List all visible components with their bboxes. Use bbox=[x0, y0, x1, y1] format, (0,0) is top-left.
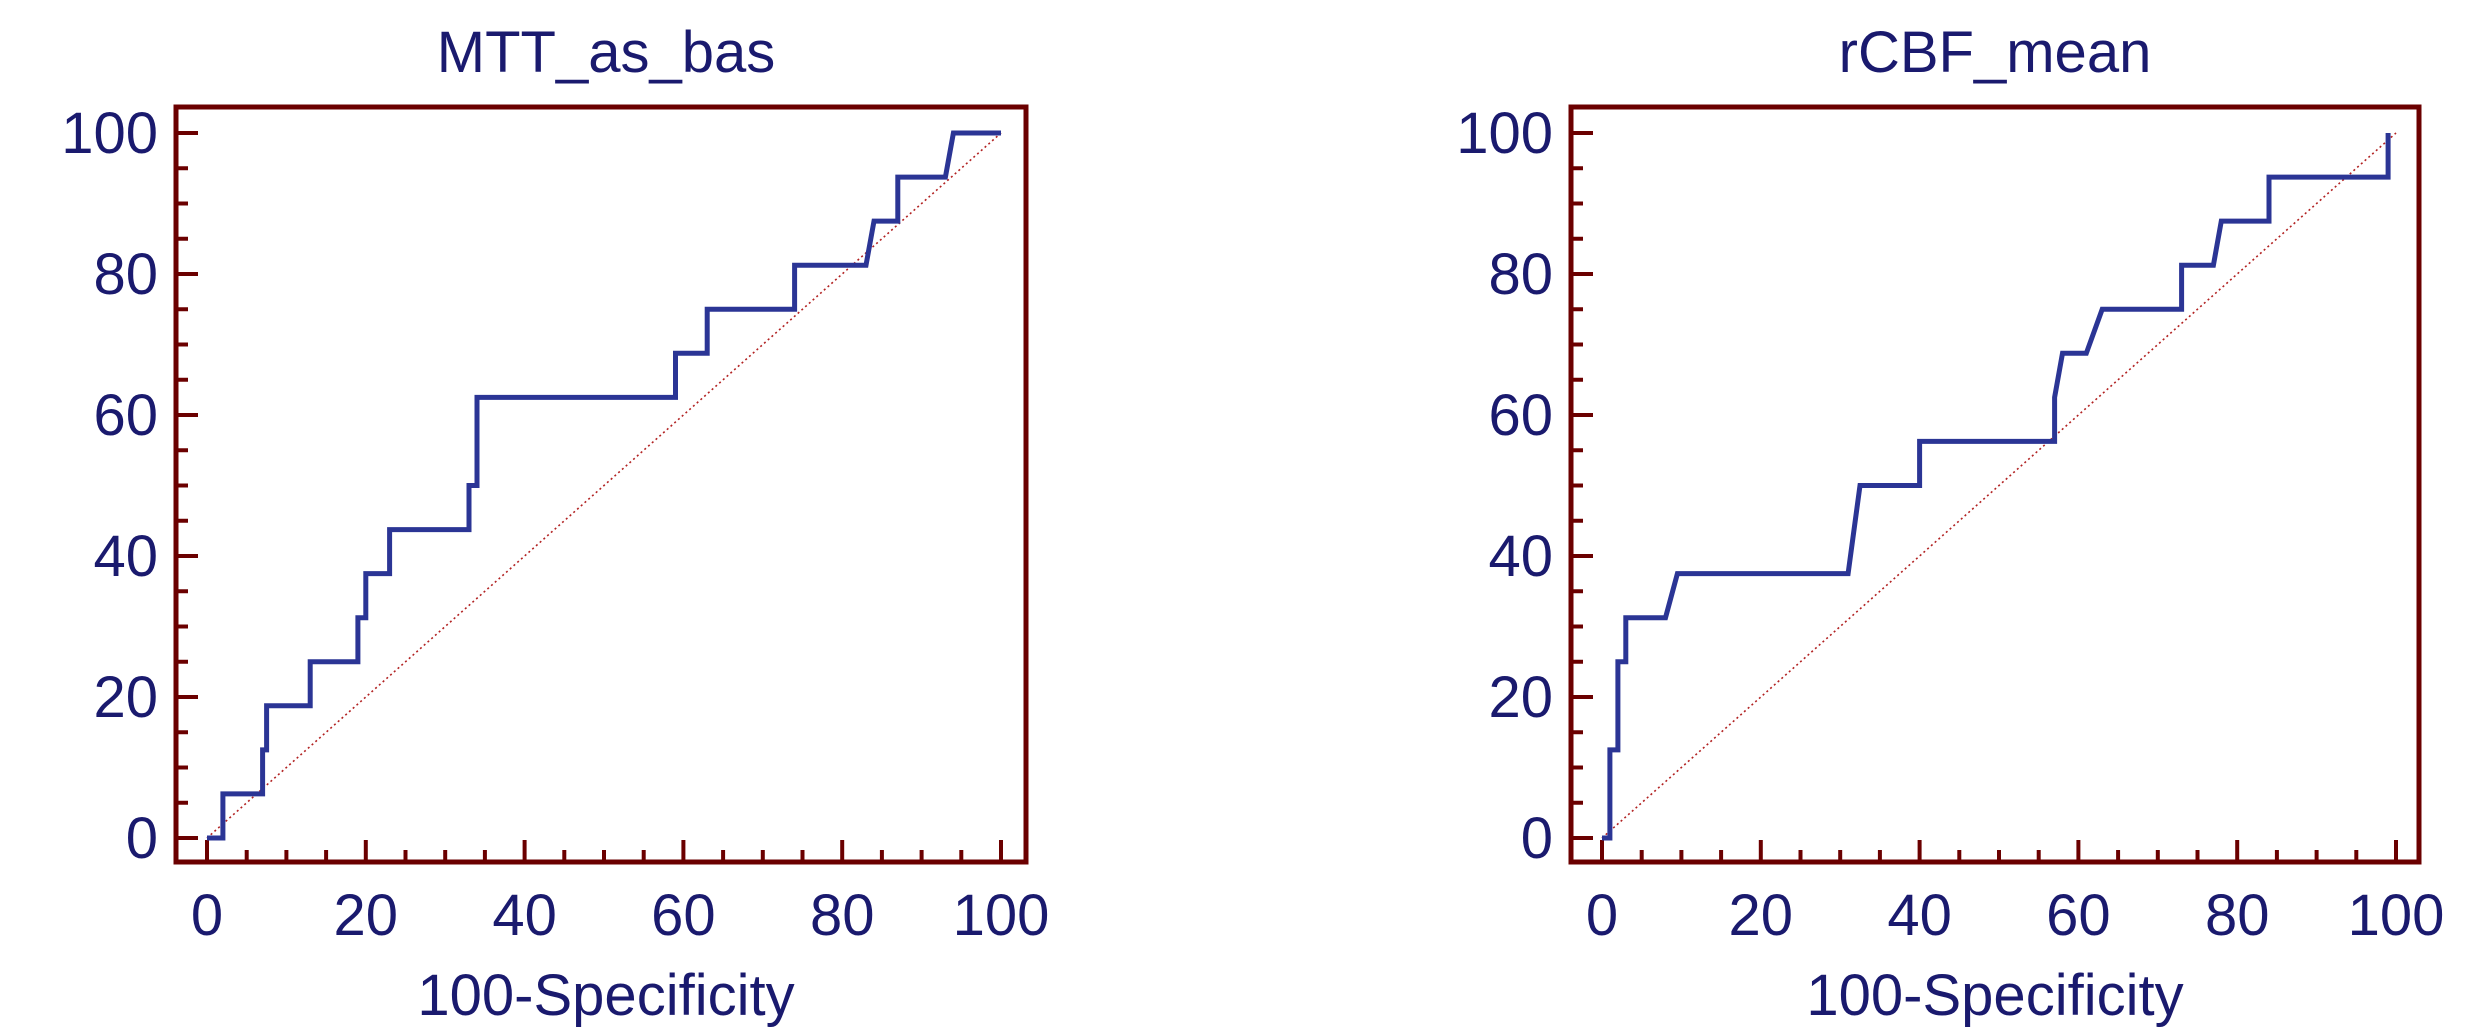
x-tick-label: 20 bbox=[1729, 883, 1794, 948]
x-tick-label: 60 bbox=[651, 883, 716, 948]
roc-series-line bbox=[207, 130, 1001, 841]
y-tick-label: 80 bbox=[93, 242, 158, 307]
x-axis-label: 100-Specificity bbox=[417, 963, 794, 1028]
diagonal-line bbox=[206, 132, 1002, 839]
y-tick-label: 40 bbox=[93, 524, 158, 589]
chart-title: rCBF_mean bbox=[1839, 20, 2152, 85]
x-tick-label: 60 bbox=[2046, 883, 2111, 948]
x-axis-ticks bbox=[1600, 840, 2398, 862]
x-axis-tick-labels: 0 20 40 60 80 100 bbox=[1586, 883, 2445, 948]
y-tick-label: 20 bbox=[93, 665, 158, 730]
y-tick-label: 20 bbox=[1488, 665, 1553, 730]
roc-series-line bbox=[1602, 133, 2391, 841]
x-tick-label: 20 bbox=[334, 883, 399, 948]
y-tick-label: 0 bbox=[1521, 806, 1553, 871]
roc-curve bbox=[207, 130, 1001, 841]
x-tick-label: 0 bbox=[1586, 883, 1618, 948]
x-tick-label: 0 bbox=[191, 883, 223, 948]
x-axis-ticks bbox=[205, 840, 1003, 862]
chart-title: MTT_as_bas bbox=[437, 20, 775, 85]
x-tick-label: 100 bbox=[2348, 883, 2445, 948]
y-tick-label: 100 bbox=[61, 101, 158, 166]
x-tick-label: 100 bbox=[953, 883, 1050, 948]
y-tick-label: 40 bbox=[1488, 524, 1553, 589]
roc-chart-rcbf-mean: rCBF_mean 0 20 40 60 80 100 0 20 40 60 80 100 100-… bbox=[1456, 20, 2444, 1028]
x-axis-tick-labels: 0 20 40 60 80 100 bbox=[191, 883, 1050, 948]
x-tick-label: 80 bbox=[2205, 883, 2270, 948]
roc-curve bbox=[1602, 133, 2391, 841]
plot-frame bbox=[1568, 104, 2422, 865]
y-tick-label: 60 bbox=[1488, 383, 1553, 448]
reference-diagonal bbox=[1601, 132, 2397, 839]
x-axis-label: 100-Specificity bbox=[1806, 963, 2183, 1028]
x-tick-label: 40 bbox=[492, 883, 557, 948]
y-axis-tick-labels: 0 20 40 60 80 100 bbox=[61, 101, 158, 871]
x-tick-label: 40 bbox=[1887, 883, 1952, 948]
roc-chart-mtt-as-bas: MTT_as_bas 0 20 40 60 80 100 0 20 40 60 80 100 100… bbox=[61, 20, 1049, 1028]
y-tick-label: 80 bbox=[1488, 242, 1553, 307]
y-tick-label: 100 bbox=[1456, 101, 1553, 166]
y-axis-ticks bbox=[176, 131, 198, 840]
y-tick-label: 60 bbox=[93, 383, 158, 448]
reference-diagonal bbox=[206, 132, 1002, 839]
x-tick-label: 80 bbox=[810, 883, 875, 948]
y-axis-tick-labels: 0 20 40 60 80 100 bbox=[1456, 101, 1553, 871]
diagonal-line bbox=[1601, 132, 2397, 839]
y-tick-label: 0 bbox=[126, 806, 158, 871]
y-axis-ticks bbox=[1571, 131, 1593, 840]
